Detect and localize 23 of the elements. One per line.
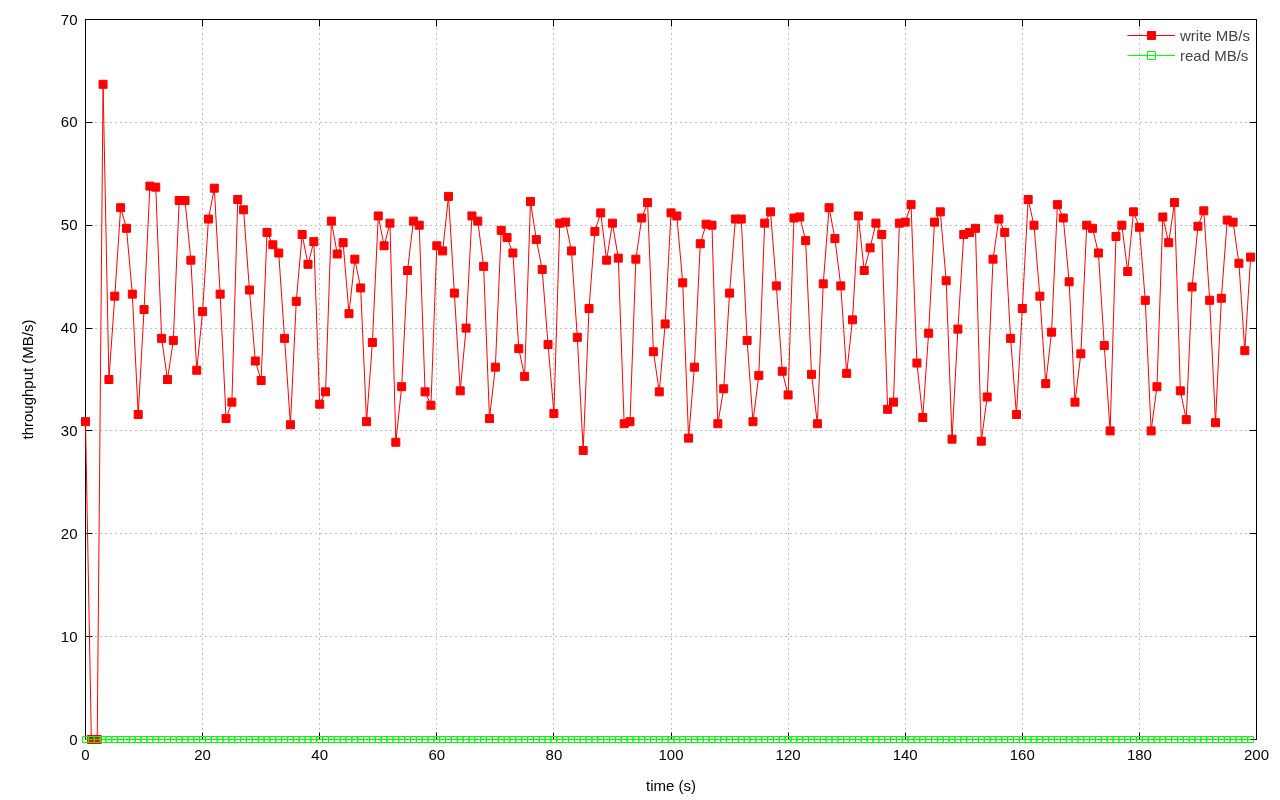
y-tick-label: 10 — [60, 627, 78, 645]
x-tick-label: 0 — [81, 745, 90, 763]
y-tick-label: 70 — [60, 10, 78, 28]
x-tick-label: 140 — [892, 745, 918, 763]
x-tick-label: 180 — [1126, 745, 1152, 763]
x-tick-label: 160 — [1009, 745, 1035, 763]
y-tick-label: 60 — [60, 113, 78, 131]
x-tick-label: 100 — [658, 745, 684, 763]
x-tick-label: 80 — [545, 745, 563, 763]
y-tick-label: 50 — [60, 216, 78, 234]
x-tick-label: 40 — [311, 745, 329, 763]
x-tick-label: 200 — [1243, 745, 1270, 763]
x-tick-label: 60 — [428, 745, 446, 763]
y-tick-label: 40 — [60, 319, 78, 337]
y-tick-label: 0 — [69, 730, 78, 748]
y-tick-label: 20 — [60, 524, 78, 542]
x-tick-label: 20 — [194, 745, 211, 763]
y-axis-title: throughput (MB/s) — [18, 319, 36, 440]
x-axis-title: time (s) — [646, 776, 696, 794]
y-tick-label: 30 — [60, 421, 78, 439]
legend-label: write MB/s — [1179, 26, 1250, 44]
legend-label: read MB/s — [1179, 46, 1249, 64]
x-tick-label: 120 — [775, 745, 801, 763]
